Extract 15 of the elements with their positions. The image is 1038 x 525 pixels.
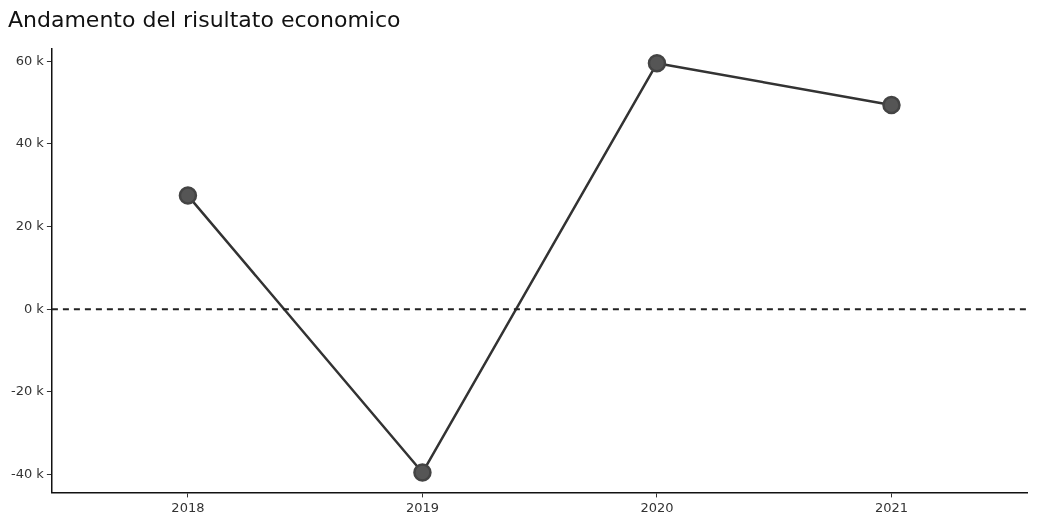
- y-tick-label: 0 k: [23, 300, 45, 316]
- point: [647, 54, 667, 73]
- point: [178, 186, 198, 205]
- point: [413, 463, 432, 482]
- x-tick-label: 2018: [171, 499, 205, 515]
- x-tick-label: 2021: [874, 499, 909, 515]
- point: [882, 95, 901, 115]
- y-tick-label: -20 k: [10, 383, 45, 399]
- x-tick-label: 2020: [640, 499, 674, 515]
- y-tick-label: 60 k: [15, 52, 45, 68]
- x-tick-label: 2019: [405, 499, 439, 515]
- chart-title: Andamento del risultato economico: [8, 6, 401, 32]
- y-tick-label: -40 k: [10, 466, 45, 481]
- y-tick-label: 20 k: [15, 217, 45, 233]
- y-tick-label: 40 k: [15, 135, 45, 151]
